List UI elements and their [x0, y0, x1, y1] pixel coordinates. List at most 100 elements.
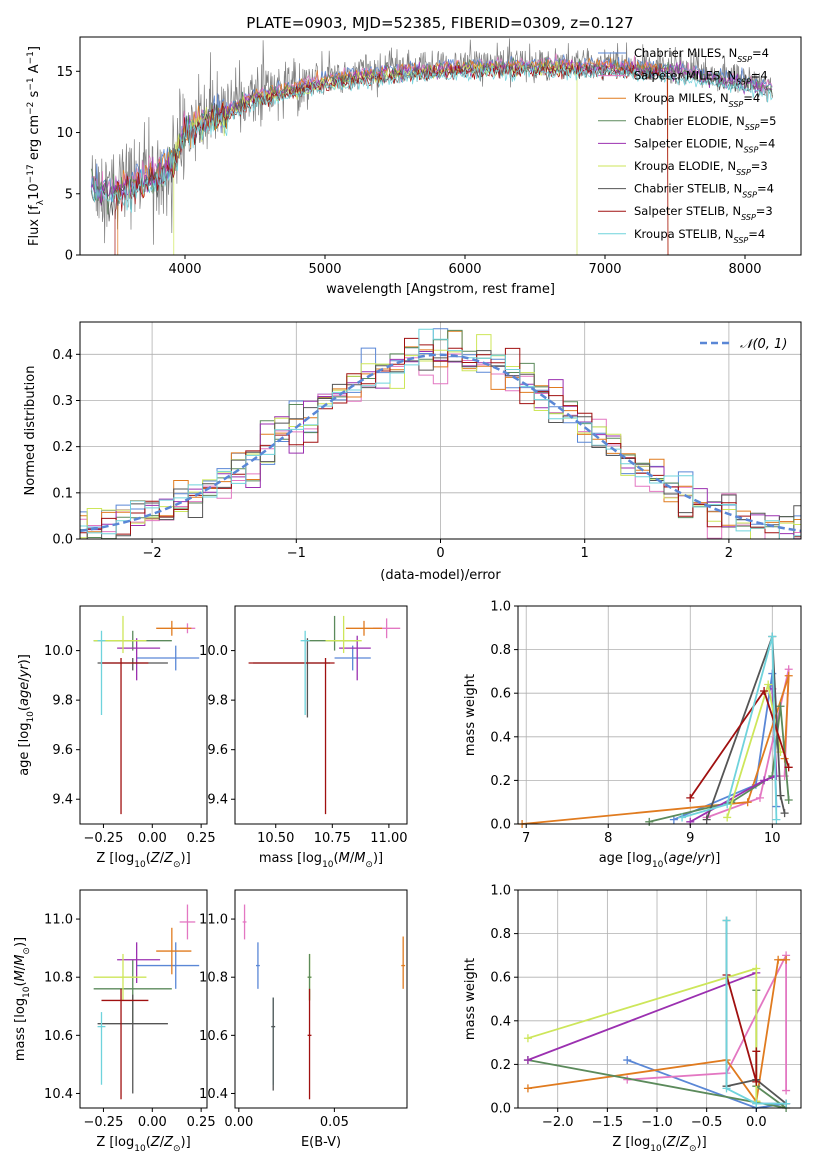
series-line: [681, 636, 778, 820]
y-tick-label: 9.4: [52, 793, 73, 808]
data-point: [678, 813, 687, 822]
x-tick-label: 7: [522, 831, 530, 846]
legend-label: Salpeter ELODIE, NSSP=4: [634, 136, 775, 154]
histogram-salpeter-stelib: [80, 337, 801, 539]
age-mass-plot-area: [248, 615, 401, 815]
normal-distribution-curve: [79, 353, 802, 533]
data-point: [774, 955, 783, 964]
legend-item-kroupa-stelib: Kroupa STELIB, NSSP=4: [598, 227, 765, 245]
x-tick-label: −1.5: [592, 1115, 624, 1130]
data-point: [782, 1086, 791, 1095]
y-tick-label: 0: [65, 249, 73, 264]
y-tick-label: 0.4: [490, 730, 511, 745]
legend-item-salpeter-stelib: Salpeter STELIB, NSSP=3: [598, 204, 773, 222]
series-line: [522, 675, 790, 825]
y-tick-label: 0.2: [490, 774, 511, 789]
y-tick-label: 10.4: [199, 1087, 228, 1102]
histogram-chabrier-stelib: [80, 350, 801, 539]
histogram-salpeter-elodie: [80, 351, 801, 539]
figure-title: PLATE=0903, MJD=52385, FIBERID=0309, z=0…: [246, 14, 633, 32]
axes-frame: [517, 605, 802, 825]
mass-z-plot-area: [93, 904, 200, 1100]
data-point: [523, 1084, 532, 1093]
data-point: [669, 815, 678, 824]
x-tick-label: 0.05: [320, 1115, 349, 1130]
x-tick-label: 0.00: [138, 1115, 167, 1130]
x-tick-label: 10.50: [257, 831, 294, 846]
data-point: [752, 1077, 761, 1086]
axes-frame: [79, 36, 802, 256]
y-axis-label: Flux [fλ10−17 erg cm−2 s−1 A−1]: [26, 46, 46, 246]
data-point: [776, 702, 785, 711]
errorbar-chabrier-stelib: [97, 994, 168, 1094]
x-tick-label: −0.25: [84, 831, 124, 846]
y-axis-label: Normed distribution: [23, 366, 38, 496]
x-tick-label: 1: [581, 546, 589, 561]
legend-label: Salpeter MILES, NSSP=4: [634, 69, 768, 87]
errorbar-salpeter-stelib: [248, 658, 335, 815]
x-tick-label: −0.25: [84, 1115, 124, 1130]
y-axis-label: age [log10(age/yr)]: [17, 654, 36, 776]
y-tick-label: 9.6: [207, 743, 228, 758]
data-point: [784, 671, 793, 680]
x-axis-label: mass [log10(M/M⊙)]: [259, 851, 383, 870]
y-tick-label: 10.8: [199, 971, 228, 986]
legend-item-salpeter-elodie: Salpeter ELODIE, NSSP=4: [598, 136, 775, 154]
model-spectrum-kroupa-elodie: [173, 60, 578, 255]
legend-label: Chabrier ELODIE, NSSP=5: [634, 114, 776, 132]
histogram-salpeter-miles: [80, 353, 801, 539]
y-tick-label: 10.6: [44, 1029, 73, 1044]
y-tick-label: 0.2: [490, 1058, 511, 1073]
y-tick-label: 0.0: [52, 533, 73, 548]
y-tick-label: 9.8: [207, 694, 228, 709]
x-axis-label: Z [log10(Z/Z⊙)]: [612, 1135, 706, 1154]
x-tick-label: 0.00: [224, 1115, 253, 1130]
x-tick-label: 8: [604, 831, 612, 846]
errorbar-salpeter-elodie: [117, 942, 161, 984]
x-tick-label: −2: [143, 546, 162, 561]
mass-weight-age-panel: 7 8 9 10 0.0 0.2 0.4 0.6 0.8 1.0 age [log10(age/yr…: [463, 600, 802, 870]
y-tick-label: 10.8: [44, 971, 73, 986]
series-salpeter-elodie: [686, 684, 781, 826]
y-tick-label: 11.0: [44, 913, 73, 928]
y-tick-label: 0.4: [490, 1014, 511, 1029]
legend-label: Kroupa MILES, NSSP=4: [634, 91, 760, 109]
y-tick-label: 0.6: [490, 971, 511, 986]
x-axis-label: (data-model)/error: [380, 568, 501, 583]
errorbar-kroupa-stelib: [300, 630, 310, 715]
legend-item-kroupa-elodie: Kroupa ELODIE, NSSP=3: [598, 159, 768, 177]
data-point: [772, 815, 781, 824]
x-axis-label: age [log10(age/yr)]: [599, 851, 721, 870]
spectrum-panel: 4000 5000 6000 7000 8000 0 5 10 15 wavelength [An…: [26, 36, 802, 297]
observed-spectrum: [90, 38, 774, 245]
errorbar-salpeter-miles: [242, 904, 247, 940]
data-point: [782, 955, 791, 964]
errorbar-kroupa-stelib: [97, 630, 106, 715]
age-z-panel: −0.25 0.00 0.25 9.4 9.6 9.8 10.0 Z [log10(Z/Z⊙)…: [17, 605, 216, 870]
legend-label: 𝒩(0, 1): [740, 337, 787, 352]
errorbar-salpeter-stelib: [307, 988, 312, 1100]
errorbar-salpeter-elodie: [339, 635, 371, 681]
axes-frame: [79, 605, 208, 825]
errorbar-kroupa-miles: [156, 927, 192, 975]
data-point: [702, 815, 711, 824]
errorbar-chabrier-miles: [136, 645, 200, 671]
y-tick-label: 0.3: [52, 394, 73, 409]
series-line: [725, 920, 787, 1105]
axes-frame: [517, 889, 802, 1109]
errorbar-chabrier-stelib: [253, 638, 331, 718]
mass-ebv-panel: 0.00 0.05 10.4 10.6 10.8 11.0: [199, 889, 408, 1130]
series-kroupa-stelib: [722, 916, 791, 1108]
errorbar-chabrier-elodie: [307, 615, 358, 651]
data-point: [776, 791, 785, 800]
residuals-panel: −2 −1 0 1 2 0.0 0.1 0.2 0.3 0.4 (data-model)/error…: [23, 321, 802, 583]
legend-label: Kroupa STELIB, NSSP=4: [634, 227, 765, 245]
y-tick-label: 0.0: [490, 1102, 511, 1117]
y-axis-label: mass [log10(M/M⊙)]: [13, 937, 32, 1061]
series-kroupa-stelib: [678, 632, 781, 824]
y-tick-label: 0.4: [52, 348, 73, 363]
mass-weight-z-plot-area: [523, 916, 791, 1112]
x-tick-label: 8000: [728, 262, 761, 277]
x-tick-label: 10.75: [314, 831, 351, 846]
